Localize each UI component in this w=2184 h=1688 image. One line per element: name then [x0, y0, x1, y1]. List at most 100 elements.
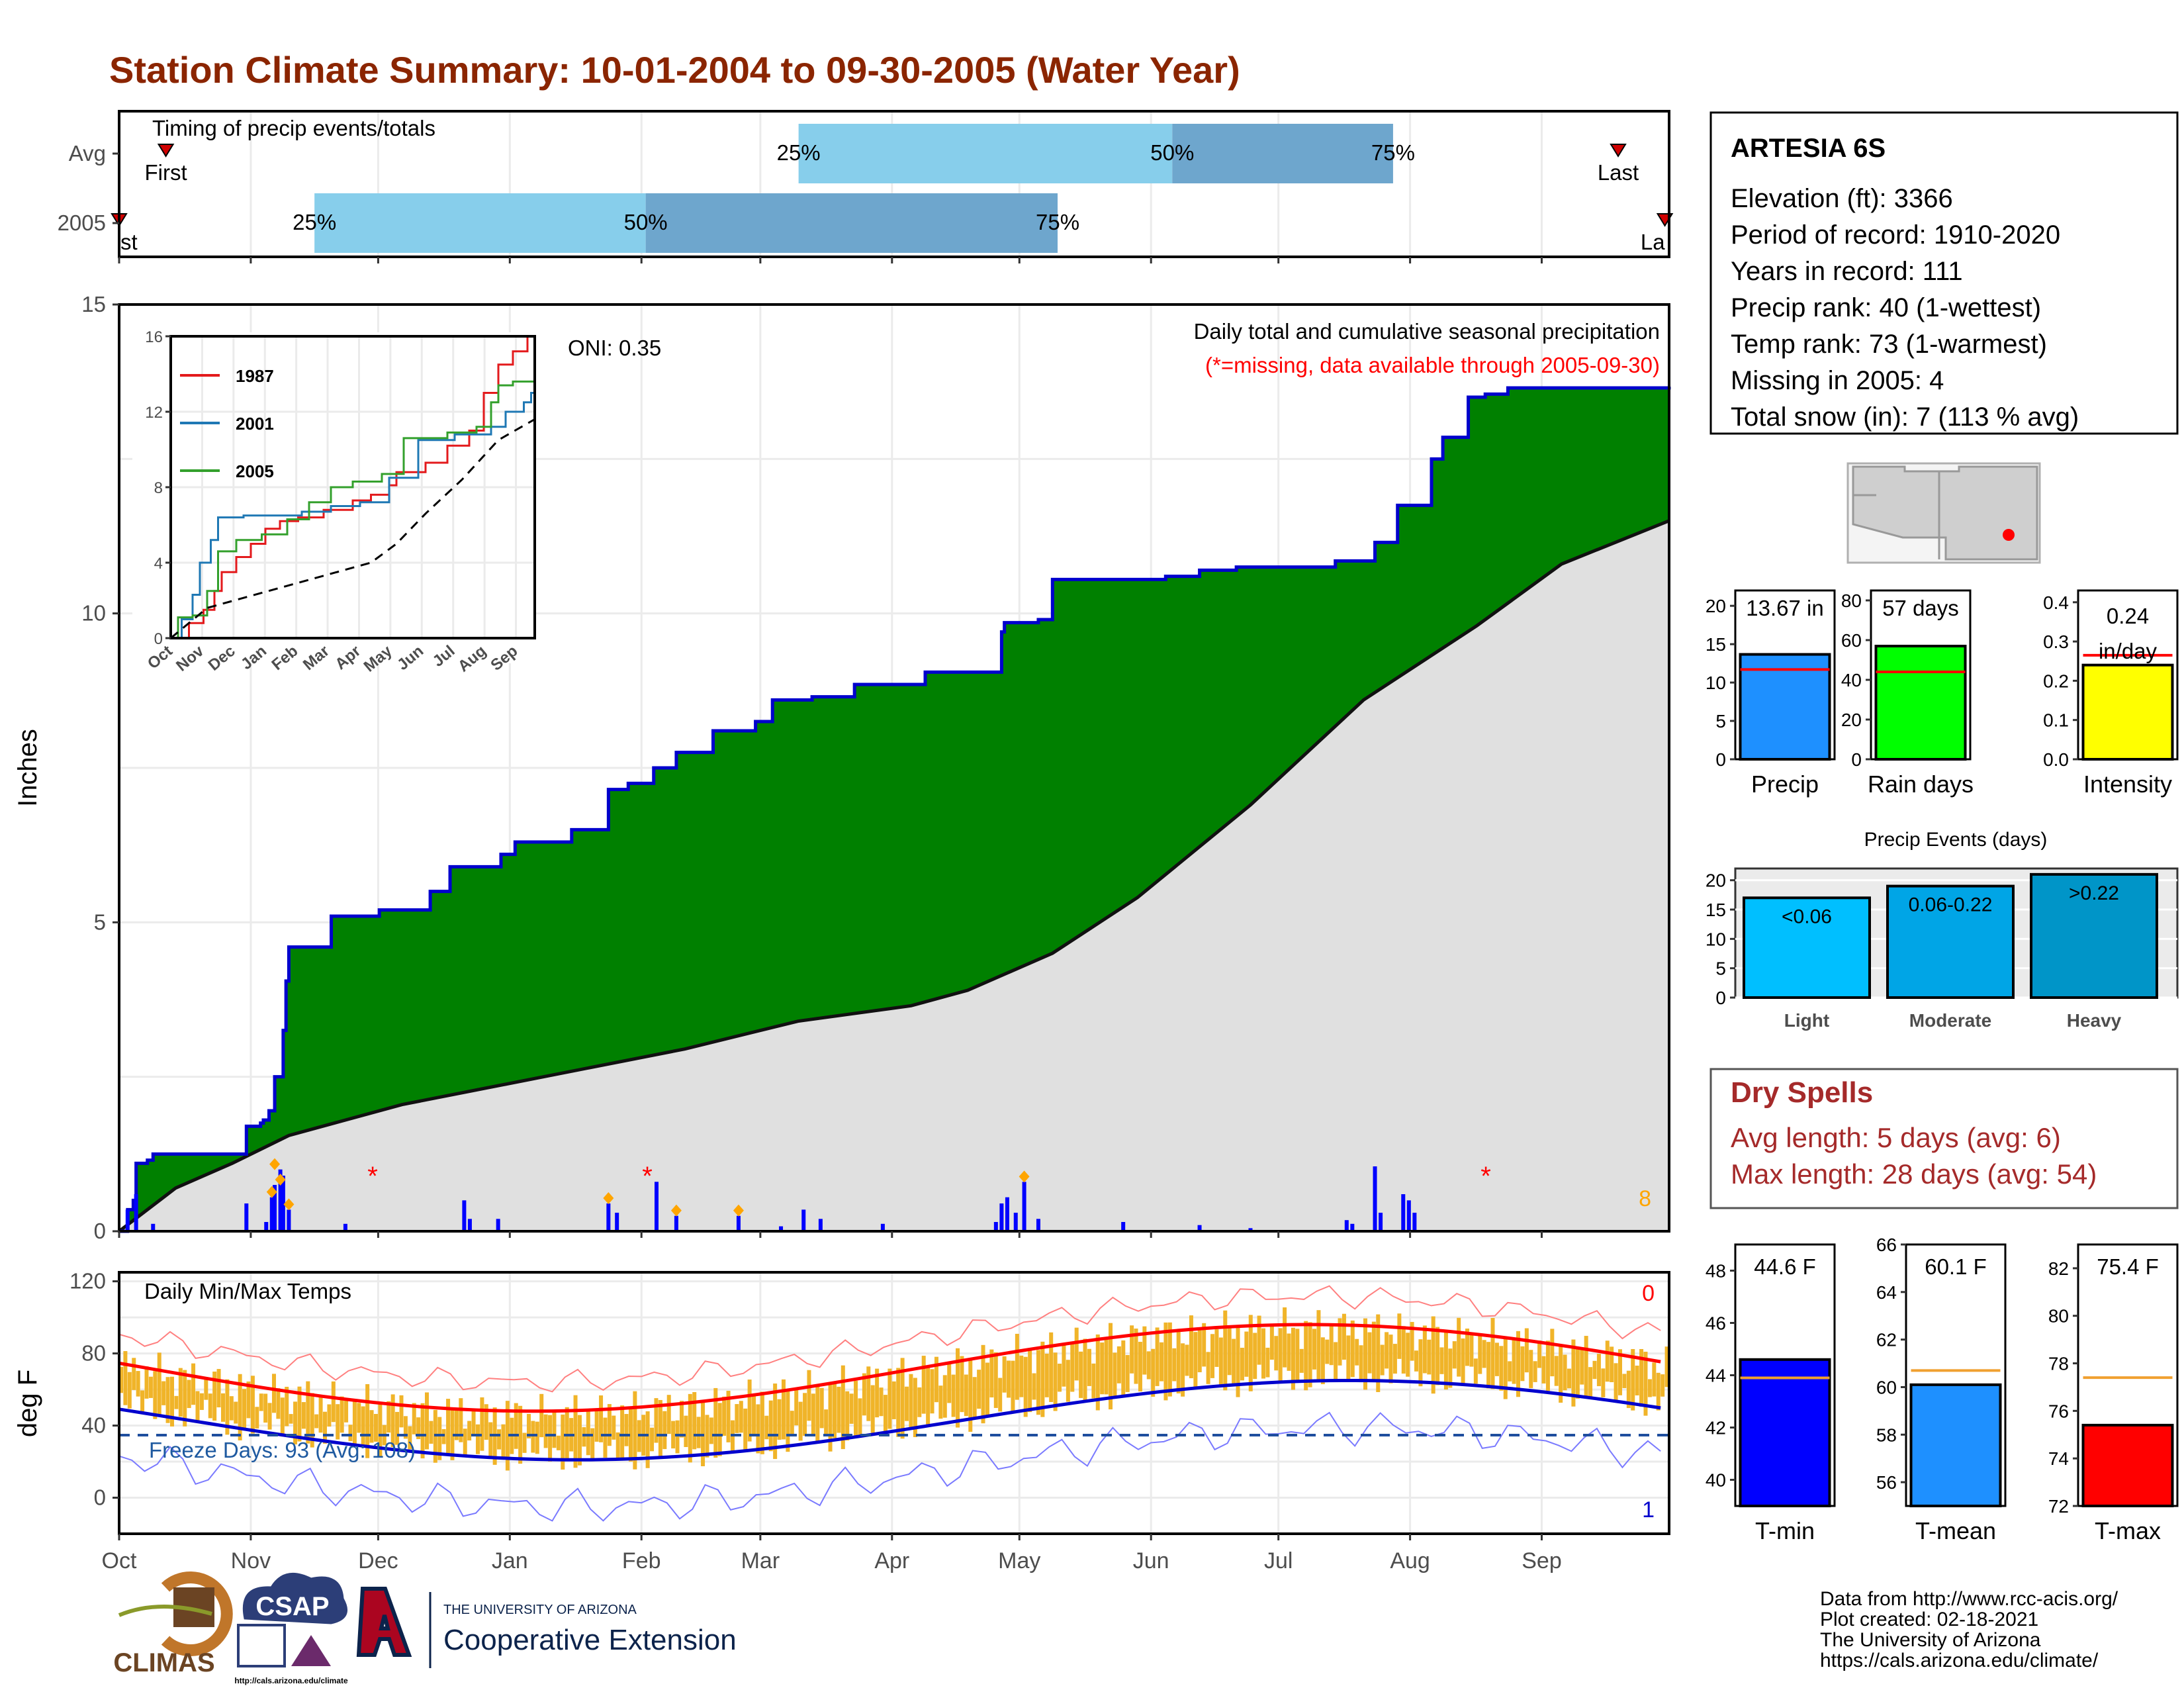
- temp-range-bar: [526, 1414, 531, 1438]
- temp-range-bar: [361, 1406, 365, 1445]
- temp-range-bar: [1083, 1338, 1087, 1401]
- daily-precip-bar: [273, 1185, 277, 1231]
- temp-range-bar: [1610, 1346, 1614, 1383]
- tmax-ytick-label: 82: [2048, 1258, 2069, 1279]
- station-period: Period of record: 1910-2020: [1731, 220, 2060, 250]
- temp-range-bar: [709, 1417, 713, 1444]
- temp-range-bar: [501, 1424, 506, 1458]
- events-bar-label: 0.06-0.22: [1909, 894, 1993, 916]
- daily-precip-bars: [125, 1166, 1417, 1231]
- daily-precip-bar: [1350, 1223, 1355, 1231]
- daily-precip-bar: [281, 1176, 285, 1231]
- inset-series-2005: [171, 379, 536, 639]
- temp-range-bar: [1015, 1333, 1019, 1400]
- temp-range-bar: [1121, 1340, 1126, 1397]
- daily-precip-bar: [264, 1222, 269, 1231]
- temp-range-bar: [1040, 1341, 1045, 1417]
- heavy-event-marker: [1019, 1170, 1030, 1183]
- temp-range-bar: [552, 1409, 557, 1448]
- temp-range-bar: [1661, 1374, 1665, 1397]
- temp-range-bar: [781, 1379, 786, 1440]
- temp-range-bar: [539, 1393, 544, 1438]
- temp-range-bar: [1656, 1372, 1661, 1411]
- intensity-ytick-label: 0.1: [2043, 710, 2069, 731]
- climas-logo: CLIMAS: [113, 1571, 233, 1677]
- temp-range-bar: [255, 1407, 259, 1429]
- temp-range-bar: [917, 1387, 922, 1417]
- temp-ytick-label: 80: [81, 1341, 106, 1366]
- temp-range-bar: [1163, 1322, 1168, 1401]
- temp-range-bar: [1253, 1333, 1257, 1380]
- temp-range-bar: [1367, 1332, 1372, 1374]
- temp-range-bar: [1036, 1350, 1040, 1415]
- footer-line-4: https://cals.arizona.edu/climate/: [1820, 1650, 2099, 1671]
- precip-events-chart: Precip Events (days) 0 5 10 15 20 <0.06 Light 0…: [1706, 829, 2179, 1031]
- precip-caption-missing: (*=missing, data available through 2005-…: [1205, 353, 1660, 377]
- precip-label: Precip: [1751, 771, 1819, 798]
- temp-range-bar: [420, 1403, 425, 1459]
- temp-range-bar: [1392, 1344, 1397, 1374]
- temp-range-bar: [658, 1399, 662, 1458]
- temp-range-bar: [191, 1363, 196, 1405]
- timing-y2005-q1-bar: [314, 193, 646, 253]
- temp-range-bar: [1486, 1342, 1491, 1389]
- temp-range-bar: [832, 1383, 837, 1438]
- temp-range-bar: [900, 1358, 905, 1439]
- timing-y2005-first-label: st: [120, 230, 138, 254]
- temp-range-bar: [314, 1414, 319, 1429]
- temp-range-bar: [403, 1416, 408, 1439]
- temp-range-bar: [1385, 1332, 1389, 1369]
- temp-range-bar: [365, 1383, 370, 1458]
- temp-range-bar: [654, 1398, 659, 1443]
- temp-range-bar: [913, 1378, 917, 1437]
- temp-range-bar: [1218, 1337, 1223, 1385]
- timing-y2005-p50-label: 50%: [624, 210, 668, 234]
- temp-range-bar: [684, 1415, 688, 1447]
- dry-max-length: Max length: 28 days (avg: 54): [1731, 1158, 2097, 1190]
- temp-range-bar: [1605, 1340, 1610, 1382]
- temp-range-bar: [713, 1387, 718, 1458]
- intensity-bar: 0.0 0.1 0.2 0.3 0.4 Intensity 0.24 in/day: [2043, 589, 2179, 798]
- temp-range-bar: [1176, 1332, 1181, 1394]
- temp-range-bar: [1473, 1358, 1478, 1384]
- temp-range-bar: [1380, 1344, 1385, 1376]
- temp-range-bar: [399, 1395, 404, 1428]
- timing-avg-p75-label: 75%: [1371, 140, 1415, 165]
- temp-range-bar: [157, 1352, 161, 1415]
- tmin-ytick-label: 48: [1706, 1261, 1726, 1282]
- tmean-label: T-mean: [1915, 1517, 1996, 1544]
- heavy-event-marker: [275, 1174, 286, 1186]
- climatology-line: [118, 519, 1670, 1233]
- temp-range-bar: [1635, 1366, 1639, 1396]
- record-high-line: [118, 1285, 1661, 1393]
- daily-precip-bar: [880, 1223, 885, 1231]
- temp-range-bar: [161, 1381, 166, 1405]
- temp-title: Daily Min/Max Temps: [144, 1279, 351, 1303]
- temp-range-bar: [1058, 1364, 1062, 1392]
- temp-range-bar: [1167, 1322, 1172, 1397]
- temp-range-bar: [297, 1386, 302, 1442]
- temp-range-bar: [220, 1393, 225, 1422]
- temp-range-bar: [1346, 1335, 1351, 1380]
- precip-value-label: 13.67 in: [1746, 596, 1823, 620]
- page-title: Station Climate Summary: 10-01-2004 to 0…: [109, 49, 1240, 91]
- temp-range-bar: [1312, 1329, 1317, 1370]
- tmax-ytick-label: 78: [2048, 1354, 2069, 1374]
- temp-range-bar: [1448, 1348, 1453, 1388]
- temp-range-bar: [688, 1393, 692, 1463]
- tmean-value-label: 60.1 F: [1925, 1254, 1987, 1279]
- temp-range-bar: [1257, 1315, 1261, 1365]
- temp-range-bar: [484, 1404, 488, 1440]
- temp-range-bar: [1032, 1373, 1036, 1400]
- temp-range-bar: [331, 1381, 336, 1423]
- temp-panel: Daily Min/Max Temps Freeze Days: 93 (Avg…: [13, 257, 1670, 1573]
- temp-range-bar: [1397, 1313, 1402, 1359]
- daily-precip-bar: [655, 1182, 659, 1231]
- tmax-value-bar: [2081, 1423, 2174, 1508]
- temp-range-bar: [1550, 1329, 1555, 1377]
- temp-range-bar: [896, 1368, 901, 1437]
- inset-average-line: [170, 418, 535, 639]
- events-bar-moderate: [1886, 884, 2015, 1000]
- station-name: ARTESIA 6S: [1731, 134, 1886, 163]
- temp-range-bar: [934, 1356, 938, 1403]
